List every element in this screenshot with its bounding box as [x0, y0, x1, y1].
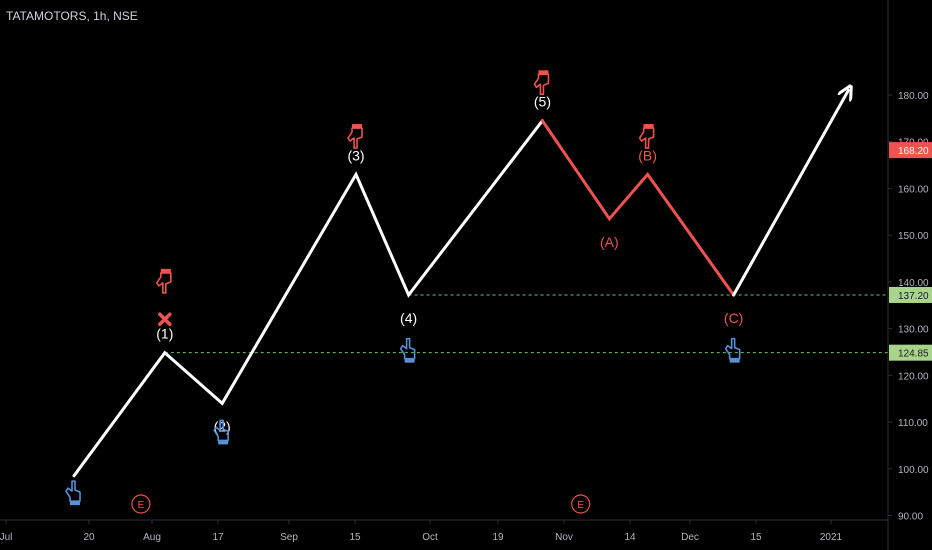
wave-label: (C) — [724, 310, 743, 326]
pointing-down-hand-icon — [347, 124, 363, 149]
earnings-marker-icon — [131, 494, 151, 514]
price-tick-label: 180.00 — [898, 91, 929, 102]
pointing-up-hand-icon — [724, 337, 741, 363]
pointing-up-hand-icon — [65, 480, 81, 506]
wave-label: (4) — [400, 310, 417, 326]
level-price-badge-label: 137.20 — [898, 291, 929, 302]
price-tick-label: 130.00 — [898, 325, 929, 336]
time-tick-label: Nov — [555, 532, 573, 543]
wave-label: (A) — [600, 234, 619, 250]
chart-symbol-title: TATAMOTORS, 1h, NSE — [6, 9, 138, 23]
time-tick-label: 17 — [212, 532, 224, 543]
time-tick-label: 2021 — [820, 532, 843, 543]
earnings-marker-label: E — [138, 500, 145, 511]
pointing-up-hand-icon — [213, 419, 229, 445]
cross-mark-icon — [158, 312, 172, 327]
wave-label: (B) — [638, 147, 657, 163]
level-lines — [164, 294, 888, 354]
time-tick-label: 14 — [624, 532, 636, 543]
price-tick-label: 120.00 — [898, 371, 929, 382]
price-tick-label: 90.00 — [898, 512, 923, 523]
wave-label: (1) — [156, 326, 173, 342]
last-price-badge — [889, 142, 932, 159]
time-axis: Jul 20 Aug 17 Sep 15 Oct 19 Nov 14 Dec 15 2021 — [0, 519, 888, 543]
level-price-badge — [889, 344, 932, 361]
wave-lines — [72, 90, 849, 478]
earnings-marker-icon — [571, 494, 591, 514]
time-tick-label: Aug — [143, 532, 161, 543]
price-axis: 90.00 100.00 110.00 120.00 130.00 140.00 150.0… — [887, 0, 932, 550]
time-tick-label: Dec — [681, 532, 699, 543]
time-tick-label: 19 — [492, 532, 504, 543]
price-tick-label: 160.00 — [898, 184, 929, 195]
earnings-marker-label: E — [577, 500, 584, 511]
price-tick-label: 140.00 — [898, 278, 929, 289]
annotation-icons — [65, 70, 741, 506]
wave-line-correction — [540, 119, 736, 297]
time-tick-label: Oct — [422, 532, 438, 543]
time-tick-label: 15 — [349, 532, 361, 543]
price-tick-label: 100.00 — [898, 465, 929, 476]
last-price-badge-label: 168.20 — [898, 146, 929, 157]
time-tick-label: Jul — [0, 532, 12, 543]
wave-line-projection — [732, 90, 849, 297]
time-tick-label: Sep — [280, 532, 298, 543]
wave-label: (3) — [347, 147, 364, 163]
level-price-badge-label: 124.85 — [898, 349, 929, 360]
level-price-badge — [889, 286, 932, 303]
wave-label: (5) — [534, 94, 551, 110]
pointing-down-hand-icon — [533, 70, 550, 96]
wave-line-impulse — [72, 119, 544, 478]
time-tick-label: 15 — [750, 532, 762, 543]
pointing-down-hand-icon — [638, 124, 655, 149]
wave-labels: (1)(2)(3)(4)(5)(A)(B)(C) — [156, 94, 743, 435]
price-tick-label: 110.00 — [898, 418, 928, 429]
time-tick-label: 20 — [83, 532, 95, 543]
price-tick-label: 150.00 — [898, 231, 929, 242]
pointing-down-hand-icon — [156, 268, 172, 294]
pointing-up-hand-icon — [399, 337, 416, 363]
